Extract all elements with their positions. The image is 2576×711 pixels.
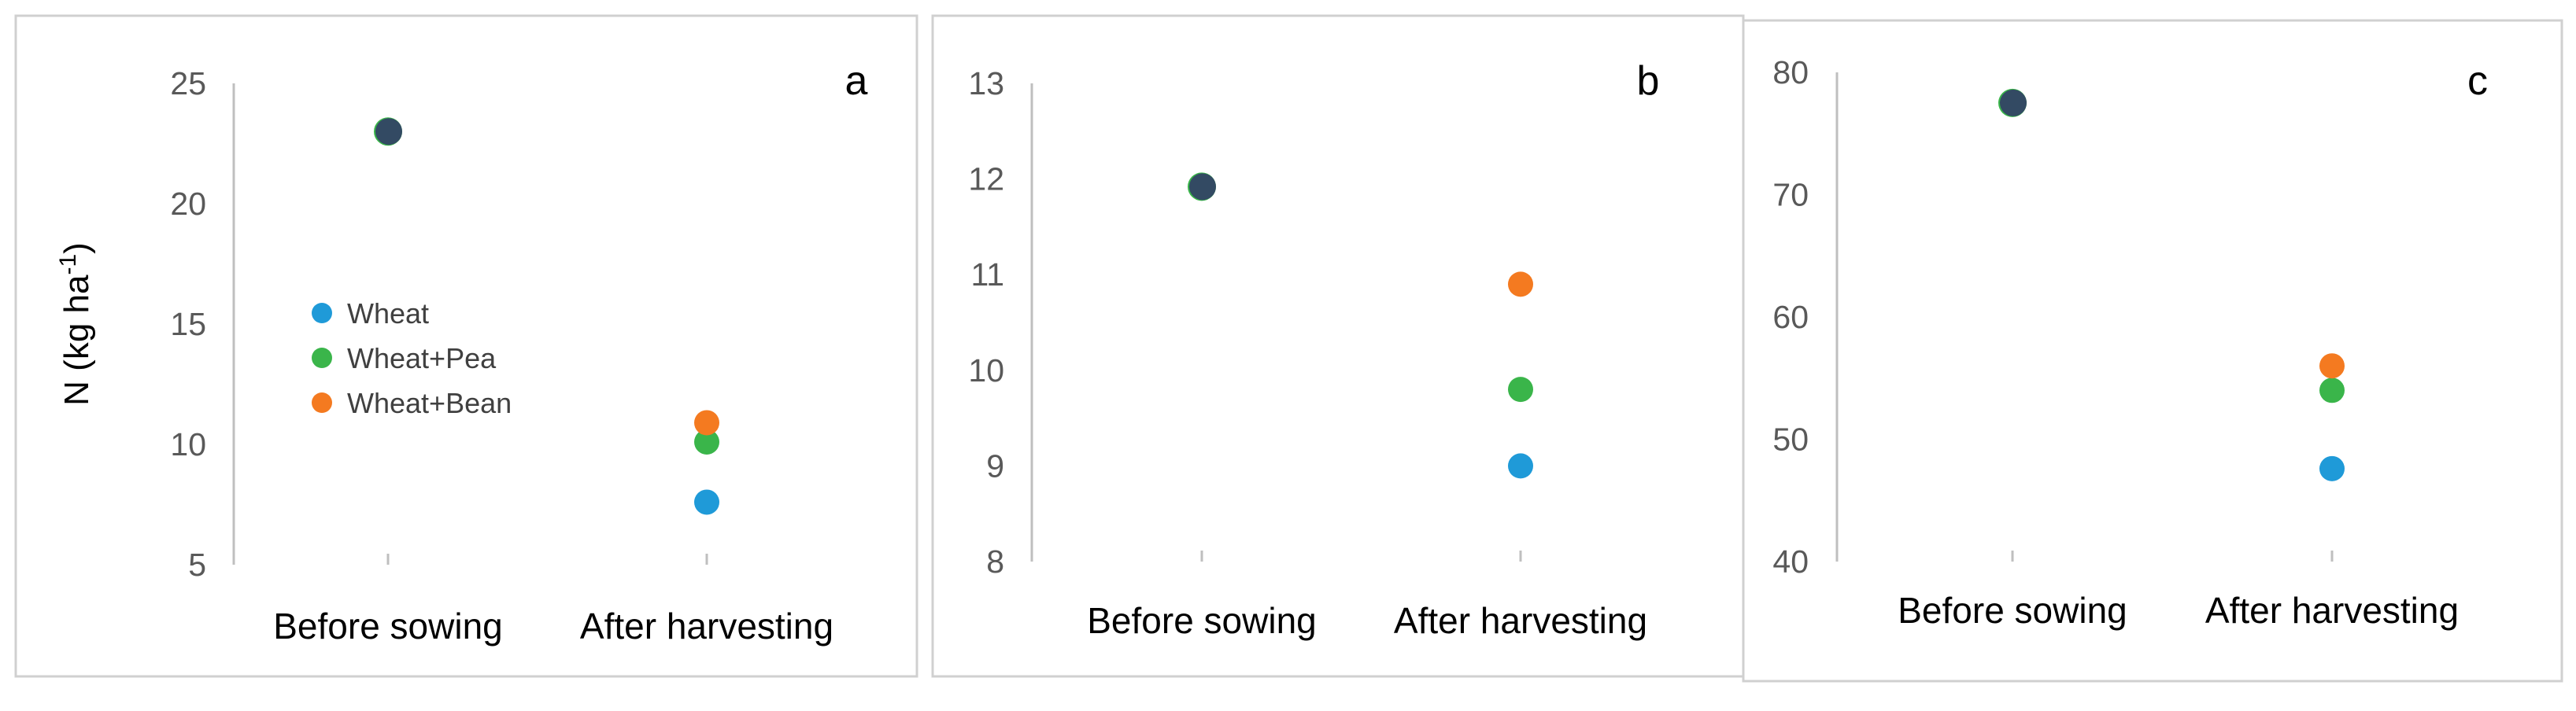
- y-tick-label: 13: [968, 65, 1004, 101]
- data-point-wheat-bean-after-harvesting: [1508, 271, 1533, 297]
- panel-b: 8 9 10 11 12 13 Before sowing After harvesting b: [931, 14, 1745, 678]
- panel-letter: c: [2467, 58, 2488, 104]
- y-tick-label: 25: [170, 65, 206, 101]
- x-category-label: After harvesting: [2205, 590, 2459, 631]
- data-point-wheat-bean-after-harvesting: [2319, 353, 2345, 379]
- x-category-label: After harvesting: [580, 606, 833, 647]
- panel-letter: b: [1637, 58, 1660, 104]
- y-tick-label: 15: [170, 306, 206, 342]
- data-point-wheat-pea-after-harvesting: [1508, 377, 1533, 403]
- data-point-wheat-bean-after-harvesting: [694, 410, 719, 436]
- panel-border: [931, 14, 1745, 678]
- y-tick-label: 20: [170, 186, 206, 222]
- legend-label: Wheat+Bean: [347, 387, 512, 419]
- y-tick-label: 10: [968, 352, 1004, 389]
- panel-a: 5 10 15 20 25 Before sowing After harvesting a N…: [14, 14, 918, 678]
- legend: Wheat Wheat+Pea Wheat+Bean: [312, 297, 512, 419]
- y-tick-label: 12: [968, 161, 1004, 197]
- data-point-wheat-after-harvesting: [2319, 455, 2345, 481]
- legend-label: Wheat: [347, 297, 429, 330]
- y-tick-label: 70: [1772, 177, 1809, 213]
- x-category-label: Before sowing: [273, 606, 503, 647]
- legend-marker: [312, 392, 332, 413]
- legend-label: Wheat+Pea: [347, 342, 497, 374]
- panel-letter: a: [845, 58, 868, 104]
- x-category-label: After harvesting: [1394, 600, 1647, 641]
- panel-c: 40 50 60 70 80 Before sowing After harvesting c: [1742, 19, 2563, 683]
- data-point-before-sowing: [1189, 173, 1216, 201]
- y-tick-label: 50: [1772, 422, 1809, 458]
- data-point-wheat-pea-after-harvesting: [694, 429, 719, 455]
- data-point-wheat-after-harvesting: [694, 489, 719, 515]
- data-point-before-sowing: [375, 118, 402, 146]
- panel-border: [1742, 19, 2563, 683]
- data-point-before-sowing: [2000, 89, 2027, 116]
- y-axis-title: N (kg ha-1): [55, 242, 96, 406]
- legend-marker: [312, 303, 332, 323]
- y-tick-label: 40: [1772, 543, 1809, 580]
- y-tick-label: 8: [986, 543, 1004, 580]
- legend-marker: [312, 348, 332, 368]
- y-tick-label: 80: [1772, 54, 1809, 90]
- y-tick-label: 5: [188, 547, 206, 583]
- x-category-label: Before sowing: [1087, 600, 1317, 641]
- data-point-wheat-pea-after-harvesting: [2319, 378, 2345, 403]
- y-tick-label: 60: [1772, 299, 1809, 335]
- y-tick-label: 10: [170, 426, 206, 462]
- panel-border: [14, 14, 918, 678]
- data-point-wheat-after-harvesting: [1508, 453, 1533, 479]
- x-category-label: Before sowing: [1898, 590, 2127, 631]
- y-tick-label: 11: [970, 256, 1004, 293]
- y-tick-label: 9: [986, 448, 1004, 484]
